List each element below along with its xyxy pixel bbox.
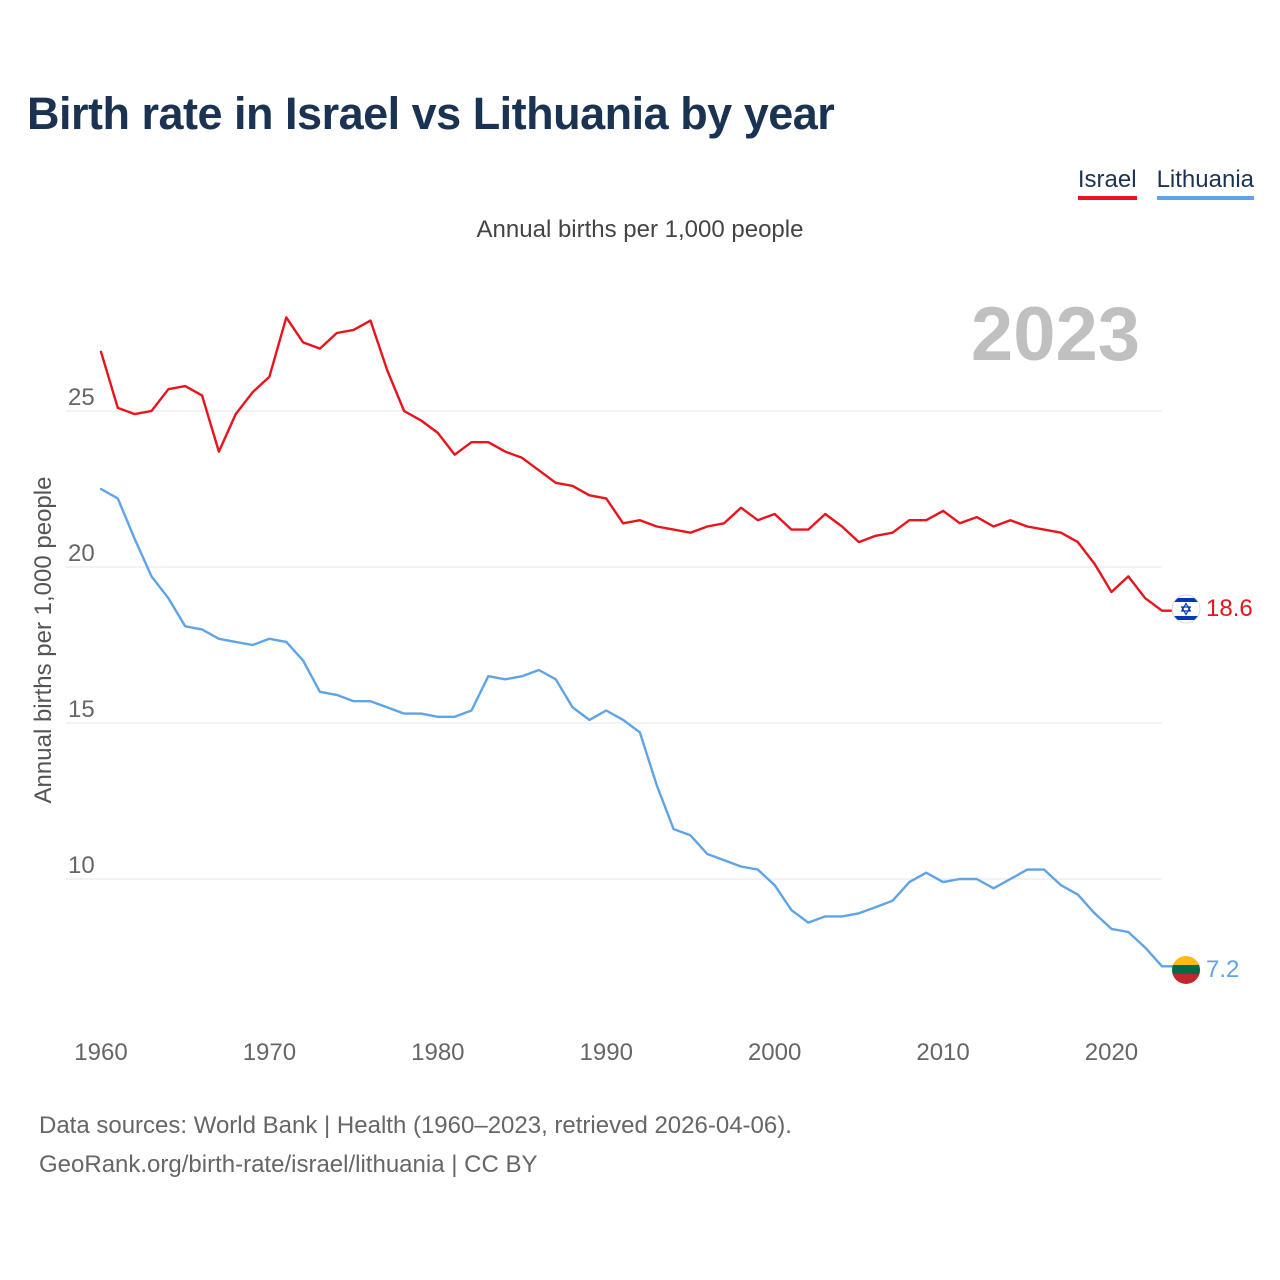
x-tick-label-1970: 1970 (243, 1039, 296, 1066)
israel-flag-icon (1172, 595, 1200, 623)
x-tick-label-2010: 2010 (916, 1039, 969, 1066)
data-source-text: Data sources: World Bank | Health (1960–… (39, 1106, 792, 1145)
y-tick-label-25: 25 (68, 384, 95, 411)
x-tick-label-2000: 2000 (748, 1039, 801, 1066)
x-tick-label-1980: 1980 (411, 1039, 464, 1066)
series-lines (101, 317, 1172, 966)
y-tick-label-10: 10 (68, 852, 95, 879)
x-tick-label-1990: 1990 (580, 1039, 633, 1066)
series-line-lithuania[interactable] (101, 489, 1172, 966)
gridlines (66, 411, 1162, 879)
lithuania-end-value: 7.2 (1206, 956, 1239, 983)
x-axis-ticks: 1960 1970 1980 1990 2000 2010 2020 (74, 1039, 1138, 1066)
x-tick-label-2020: 2020 (1085, 1039, 1138, 1066)
y-tick-label-15: 15 (68, 696, 95, 723)
year-watermark: 2023 (971, 292, 1140, 377)
y-axis-label: Annual births per 1,000 people (30, 477, 57, 804)
footer: Data sources: World Bank | Health (1960–… (39, 1106, 792, 1184)
x-tick-label-1960: 1960 (74, 1039, 127, 1066)
source-link[interactable]: GeoRank.org/birth-rate/israel/lithuania … (39, 1145, 792, 1184)
y-tick-label-20: 20 (68, 540, 95, 567)
lithuania-flag-icon (1172, 956, 1200, 984)
line-chart: 10 15 20 25 1960 1970 1980 1990 2000 2010 2020 20… (0, 0, 1280, 1090)
israel-end-value: 18.6 (1206, 595, 1253, 622)
y-axis-ticks: 10 15 20 25 (68, 384, 95, 879)
